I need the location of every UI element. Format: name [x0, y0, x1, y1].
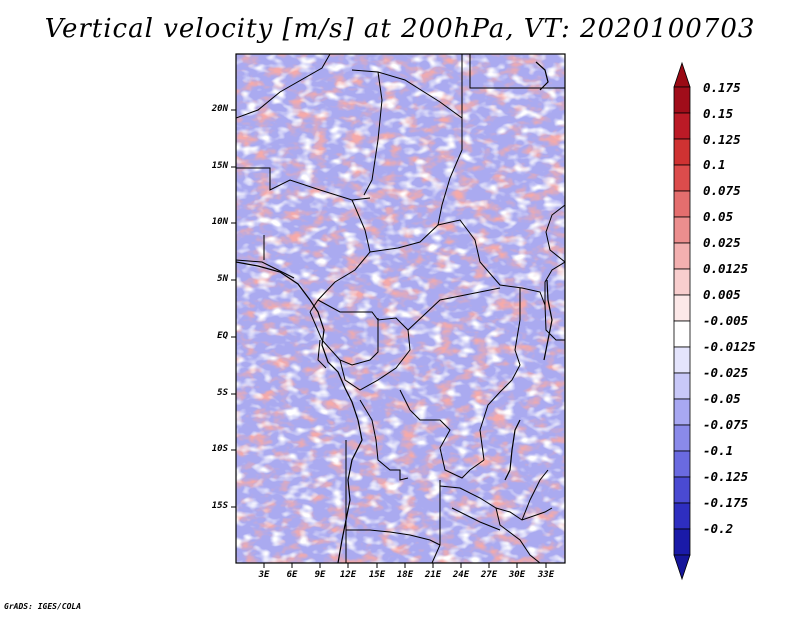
colorbar-segment [673, 502, 691, 530]
colorbar-segment [673, 216, 691, 244]
colorbar-label: -0.2 [703, 521, 734, 536]
lon-label-24e: 24E [452, 570, 470, 580]
colorbar-label: -0.125 [703, 469, 749, 484]
colorbar-label: -0.075 [703, 417, 749, 432]
lon-label-18e: 18E [396, 570, 414, 580]
colorbar-label: 0.15 [703, 106, 734, 121]
lat-label-15n: 15N [211, 161, 228, 171]
lon-label-21e: 21E [424, 570, 442, 580]
colorbar-label: -0.05 [703, 391, 741, 406]
colorbar-segment [673, 86, 691, 114]
lon-label-27e: 27E [480, 570, 498, 580]
colorbar-label: 0.0125 [703, 261, 749, 276]
lat-label-20n: 20N [211, 104, 228, 114]
colorbar-label: 0.075 [703, 183, 741, 198]
lon-label-6e: 6E [286, 570, 298, 580]
lat-label-5n: 5N [217, 274, 228, 284]
colorbar-label: 0.05 [703, 209, 734, 224]
lon-label-15e: 15E [368, 570, 386, 580]
colorbar-segment [673, 372, 691, 400]
colorbar-label: -0.0125 [703, 339, 756, 354]
colorbar-segment [673, 242, 691, 270]
map-frame [235, 53, 566, 564]
lat-label-15s: 15S [211, 501, 228, 511]
colorbar-segment [673, 138, 691, 166]
lon-label-12e: 12E [339, 570, 357, 580]
vertical-velocity-field [236, 54, 565, 563]
colorbar-label: 0.025 [703, 235, 741, 250]
grads-credit: GrADS: IGES/COLA [4, 602, 82, 611]
colorbar-label: 0.175 [703, 80, 741, 95]
lat-label-eq: EQ [217, 331, 228, 341]
lon-label-9e: 9E [314, 570, 326, 580]
lon-label-30e: 30E [508, 570, 526, 580]
colorbar-label: 0.125 [703, 132, 741, 147]
colorbar-segment [673, 268, 691, 296]
lat-label-5s: 5S [217, 388, 228, 398]
lat-label-10n: 10N [211, 217, 228, 227]
chart-title: Vertical velocity [m/s] at 200hPa, VT: 2… [44, 14, 756, 44]
lon-label-3e: 3E [258, 570, 270, 580]
colorbar-segment [673, 476, 691, 504]
colorbar-label: -0.025 [703, 365, 749, 380]
colorbar-segment [673, 450, 691, 478]
colorbar-segment [673, 320, 691, 348]
colorbar-label: -0.1 [703, 443, 734, 458]
lon-label-33e: 33E [537, 570, 555, 580]
colorbar-top-arrow [673, 61, 691, 88]
colorbar-segment [673, 398, 691, 426]
colorbar-segment [673, 424, 691, 452]
colorbar-label: -0.175 [703, 495, 749, 510]
colorbar [673, 61, 691, 581]
lat-label-10s: 10S [211, 444, 228, 454]
colorbar-label: 0.005 [703, 287, 741, 302]
country-borders [236, 54, 565, 563]
colorbar-segment [673, 112, 691, 140]
colorbar-segment [673, 528, 691, 556]
colorbar-segment [673, 346, 691, 374]
colorbar-bottom-arrow [673, 554, 691, 581]
colorbar-label: 0.1 [703, 157, 726, 172]
coastline [236, 61, 553, 563]
colorbar-segment [673, 190, 691, 218]
colorbar-segment [673, 164, 691, 192]
colorbar-segment [673, 294, 691, 322]
axis-ticks [231, 109, 547, 568]
colorbar-label: -0.005 [703, 313, 749, 328]
